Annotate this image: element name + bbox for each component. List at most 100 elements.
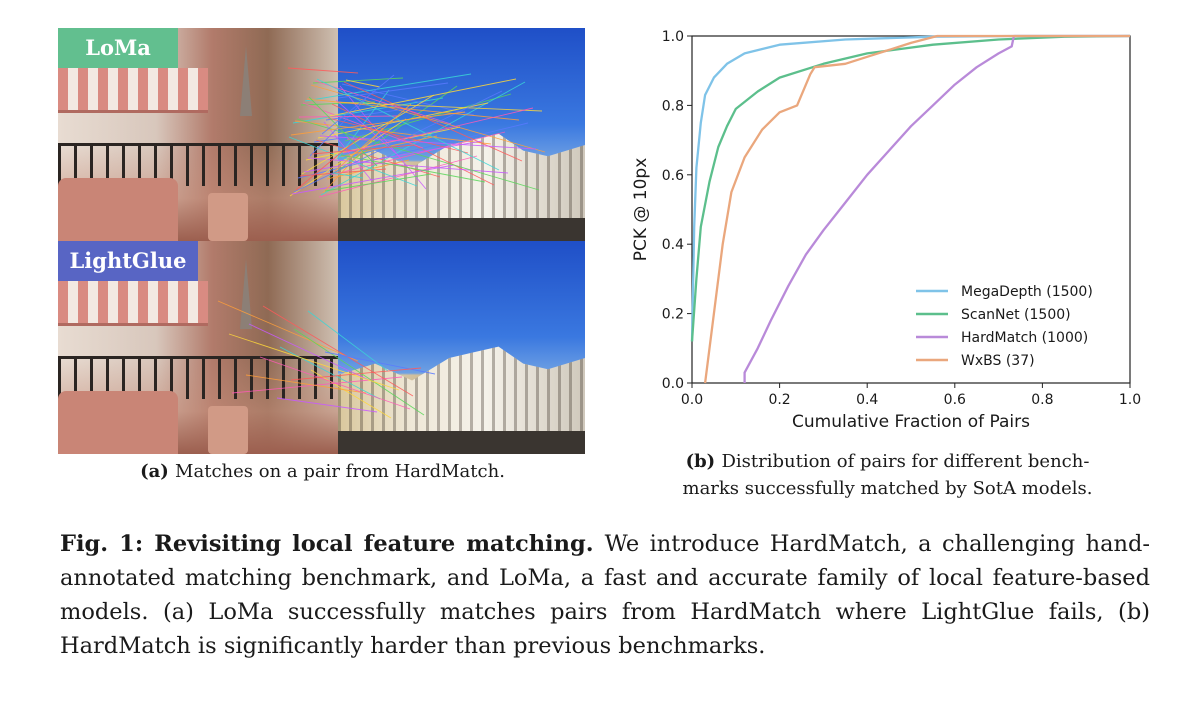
terrace-photo: [58, 28, 338, 241]
match-line: [316, 78, 500, 171]
match-line: [298, 115, 398, 118]
plot-area: [691, 35, 1131, 384]
match-line: [334, 103, 412, 172]
caption-a-text: Matches on a pair from HardMatch.: [175, 461, 505, 482]
match-line: [231, 376, 403, 394]
match-line: [287, 67, 359, 74]
figure-label: Fig. 1:: [60, 531, 155, 557]
series-layer: [690, 34, 1131, 384]
match-line: [311, 144, 415, 155]
match-line: [306, 98, 520, 121]
lightglue-tag: LightGlue: [58, 241, 198, 281]
caption-b: (b) Distribution of pairs for different …: [625, 448, 1150, 502]
caption-b-line2: marks successfully matched by SotA model…: [682, 478, 1093, 499]
match-line: [340, 154, 486, 183]
match-line: [217, 300, 359, 362]
match-line: [320, 81, 526, 196]
y-tick-label: 0.2: [662, 307, 684, 323]
x-tick-label: 0.0: [681, 392, 703, 408]
match-line: [290, 111, 466, 136]
panel-a-matches: LoMa LightGlue: [58, 28, 585, 454]
legend-label-scannet: ScanNet (1500): [961, 307, 1071, 323]
y-axis-label: PCK @ 10px: [631, 158, 651, 262]
caption-a-label: (a): [140, 461, 176, 482]
match-line: [304, 73, 472, 102]
match-line: [319, 135, 537, 150]
match-line: [343, 81, 523, 162]
match-line: [259, 356, 411, 410]
x-tick-label: 1.0: [1119, 392, 1141, 408]
match-line: [245, 374, 367, 394]
x-tick-label: 0.4: [856, 392, 878, 408]
loma-match-lines: [287, 67, 546, 198]
match-line: [309, 98, 367, 157]
match-line: [310, 369, 392, 419]
match-line: [293, 90, 503, 193]
match-line: [307, 310, 389, 372]
match-line: [326, 159, 410, 180]
match-line: [279, 346, 381, 400]
match-line: [337, 82, 449, 99]
lightglue-match-image: LightGlue: [58, 241, 585, 454]
loma-match-image: LoMa: [58, 28, 585, 241]
match-line: [290, 367, 422, 381]
match-line: [330, 131, 506, 176]
match-line: [228, 333, 400, 391]
match-line: [321, 74, 395, 135]
match-line: [301, 94, 435, 175]
match-line: [312, 77, 404, 84]
figure-title: Revisiting local feature matching.: [154, 531, 605, 557]
x-axis-label: Cumulative Fraction of Pairs: [792, 412, 1030, 432]
match-line: [324, 351, 436, 375]
match-line: [294, 120, 492, 145]
pck-cdf-chart: 0.0 0.2 0.4 0.6 0.8 1.0 0.0 0.2 0.4 0.6 0.8 1.0 Meg…: [631, 29, 1141, 432]
match-line: [333, 101, 543, 112]
match-line: [332, 172, 364, 179]
x-tick-label: 0.6: [944, 392, 966, 408]
caption-a: (a) Matches on a pair from HardMatch.: [0, 461, 645, 482]
legend-label-wxbs: WxBS (37): [961, 353, 1035, 369]
match-line: [291, 164, 455, 195]
axes: 0.0 0.2 0.4 0.6 0.8 1.0 0.0 0.2 0.4 0.6 0.8 1.0: [662, 29, 1141, 408]
y-tick-label: 0.0: [662, 376, 684, 392]
match-line: [297, 122, 529, 179]
series-scannet-line: [690, 34, 1131, 342]
match-line: [328, 85, 458, 178]
match-line: [329, 78, 517, 117]
legend-label-hardmatch: HardMatch (1000): [961, 330, 1088, 346]
match-line: [276, 397, 378, 413]
x-tick-label: 0.8: [1031, 392, 1053, 408]
match-line: [310, 84, 546, 153]
lightglue-match-lines: [217, 300, 436, 419]
match-line: [262, 305, 414, 397]
legend: MegaDepth (1500) ScanNet (1500) HardMatch …: [916, 284, 1093, 369]
street-photo: [338, 241, 585, 454]
match-line: [308, 96, 378, 167]
plot-frame: [691, 35, 1131, 384]
caption-b-line1: Distribution of pairs for different benc…: [721, 451, 1090, 472]
match-line: [327, 117, 469, 154]
figure-body: We introduce HardMatch, a challenging ha…: [60, 531, 1150, 659]
loma-tag: LoMa: [58, 28, 178, 68]
match-line: [288, 136, 418, 187]
y-tick-label: 1.0: [662, 29, 684, 45]
figure-caption: Fig. 1: Revisiting local feature matchin…: [60, 527, 1150, 663]
match-line: [295, 136, 361, 191]
y-tick-label: 0.4: [662, 237, 684, 253]
caption-b-label: (b): [685, 451, 722, 472]
match-line: [342, 107, 534, 154]
match-line: [248, 323, 370, 381]
match-line: [324, 173, 432, 192]
match-line: [296, 118, 540, 191]
match-line: [293, 328, 425, 416]
series-hardmatch-line: [743, 34, 1130, 383]
series-wxbs-line: [703, 34, 1130, 384]
terrace-photo: [58, 241, 338, 454]
y-tick-label: 0.6: [662, 168, 684, 184]
match-line: [341, 83, 475, 116]
match-line: [345, 79, 381, 88]
y-tick-label: 0.8: [662, 98, 684, 114]
x-tick-label: 0.2: [768, 392, 790, 408]
legend-label-megadepth: MegaDepth (1500): [961, 284, 1093, 300]
match-line: [307, 157, 509, 174]
